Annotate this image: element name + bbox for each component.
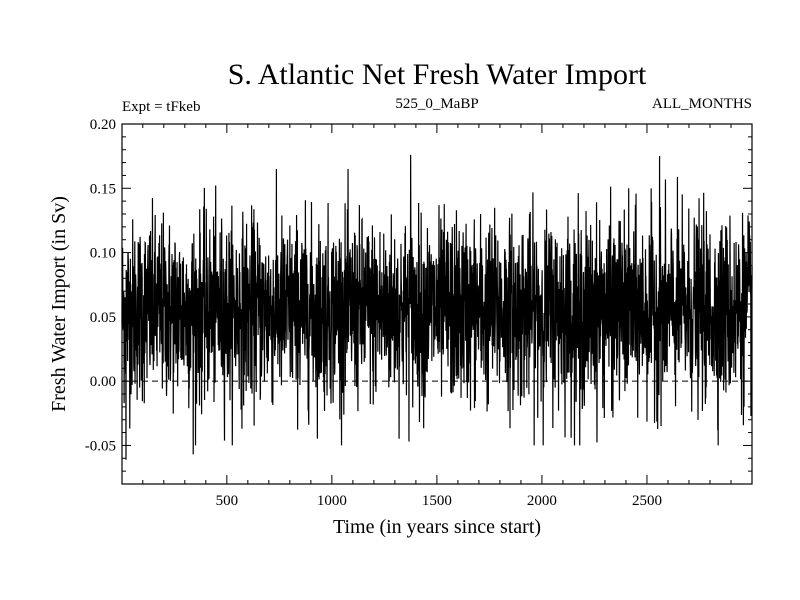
y-tick-label: -0.05 xyxy=(85,438,116,454)
x-tick-label: 500 xyxy=(216,493,239,509)
y-tick-label: 0.00 xyxy=(90,374,116,390)
subtitle-left: Expt = tFkeb xyxy=(122,99,200,115)
x-tick-label: 2500 xyxy=(632,493,662,509)
series-line xyxy=(121,154,753,460)
x-tick-label: 1000 xyxy=(317,493,347,509)
subtitle-right: ALL_MONTHS xyxy=(652,96,752,112)
chart-title: S. Atlantic Net Fresh Water Import xyxy=(228,58,647,91)
axes-layer: 500 1000 1500 2000 2500 -0.05 0.00 0.05 0.10 0.15… xyxy=(85,117,753,509)
series-layer xyxy=(121,154,753,460)
x-tick-label: 1500 xyxy=(422,493,452,509)
y-tick-label: 0.20 xyxy=(90,117,116,133)
x-axis-label: Time (in years since start) xyxy=(333,516,541,538)
subtitle-center: 525_0_MaBP xyxy=(395,96,478,112)
y-tick-label: 0.15 xyxy=(90,181,116,197)
y-tick-label: 0.10 xyxy=(90,246,116,262)
x-tick-label: 2000 xyxy=(527,493,557,509)
y-axis-label: Fresh Water Import (in Sv) xyxy=(48,196,70,412)
y-tick-label: 0.05 xyxy=(90,310,116,326)
